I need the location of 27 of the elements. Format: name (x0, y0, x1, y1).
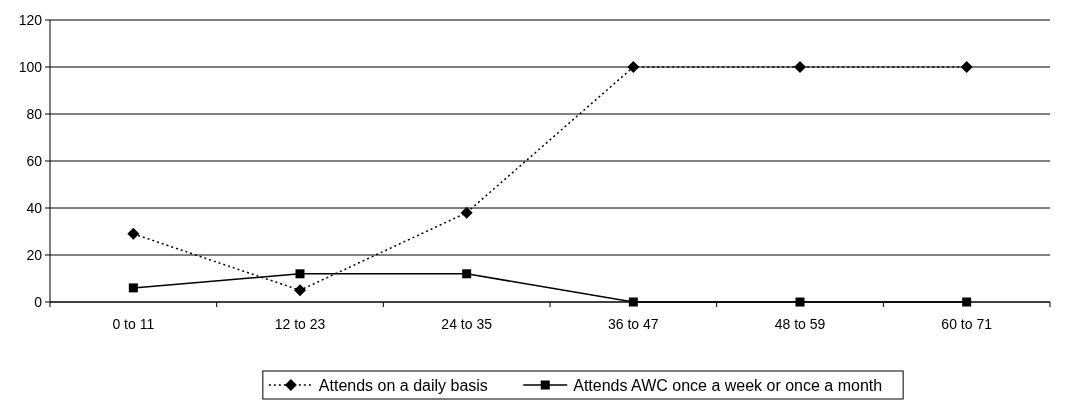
point (295, 269, 305, 279)
point (960, 61, 973, 73)
y-tick-label: 120 (18, 11, 43, 28)
point (460, 206, 473, 219)
x-tick-label: 48 to 59 (774, 316, 826, 332)
x-tick-label: 12 to 23 (274, 316, 326, 332)
y-tick-label: 0 (34, 293, 43, 310)
point (128, 283, 138, 293)
point (294, 284, 306, 297)
legend-label: Attends on a daily basis (318, 376, 488, 394)
y-tick-label: 60 (26, 152, 43, 169)
x-tick-label: 0 to 11 (112, 316, 155, 332)
legend-label: Attends AWC once a week or once a month (573, 376, 883, 394)
y-tick-label: 100 (18, 58, 43, 75)
point (127, 227, 140, 240)
x-tick-label: 24 to 35 (441, 316, 493, 332)
x-tick-label: 60 to 71 (941, 316, 993, 332)
point (628, 297, 638, 307)
point (795, 297, 805, 307)
y-tick-label: 80 (26, 105, 43, 122)
point (962, 297, 972, 307)
point (462, 269, 472, 279)
y-tick-label: 40 (26, 199, 43, 216)
point (627, 61, 640, 73)
y-tick-label: 20 (26, 246, 43, 263)
point (794, 61, 806, 73)
x-tick-label: 36 to 47 (608, 316, 659, 332)
